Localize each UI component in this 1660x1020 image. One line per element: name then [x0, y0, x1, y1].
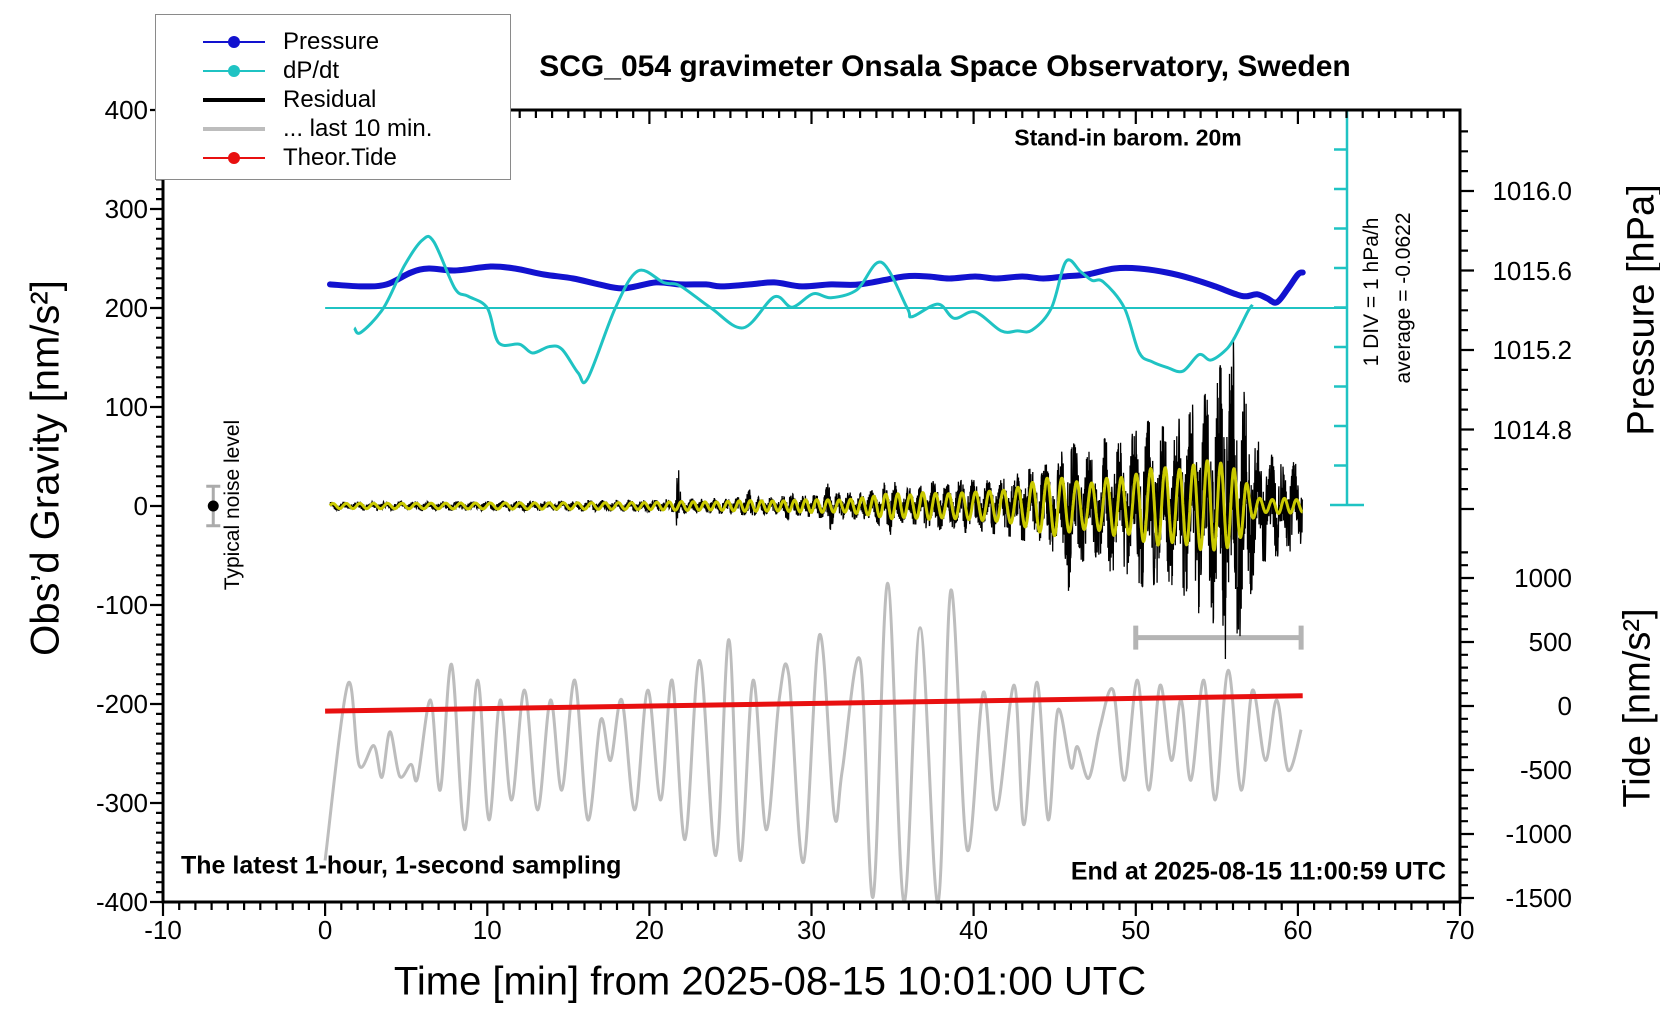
- x-tick-label: 30: [797, 915, 826, 945]
- x-tick-label: 60: [1283, 915, 1313, 945]
- time-axis-title: Time [min] from 2025-08-15 10:01:00 UTC: [393, 959, 1147, 1004]
- gravity-tick-label: 300: [104, 194, 148, 224]
- tide-tick-label: 0: [1557, 691, 1572, 721]
- legend-label: Pressure: [283, 27, 380, 55]
- pressure-tick-label: 1015.6: [1492, 255, 1572, 286]
- legend-sample-line: [203, 85, 265, 114]
- x-tick-label: 20: [634, 915, 664, 945]
- axis-ticks: [150, 108, 1474, 916]
- tide-tick-label: -500: [1519, 755, 1572, 785]
- legend-label: dP/dt: [283, 56, 340, 84]
- x-tick-label: 50: [1121, 915, 1151, 945]
- tide-tick-label: 1000: [1514, 563, 1572, 593]
- legend-label: ... last 10 min.: [283, 114, 433, 142]
- dpdt-scalebar: [1330, 110, 1364, 507]
- noise-level-dot: [207, 500, 219, 512]
- chart-title: SCG_054 gravimeter Onsala Space Observat…: [539, 50, 1351, 83]
- residual-lowpass-curve: [328, 459, 1304, 552]
- typical-noise-level-label: Typical noise level: [221, 419, 244, 591]
- sampling-note: The latest 1-hour, 1-second sampling: [181, 851, 622, 880]
- curves-layer: [323, 234, 1347, 904]
- dpdt-curve: [353, 234, 1254, 385]
- pressure-curve: [327, 263, 1306, 306]
- legend-marker-dot: [228, 64, 240, 77]
- gravity-tick-label: -200: [95, 689, 148, 719]
- x-tick-label: 40: [959, 915, 989, 945]
- div-scale-note: 1 DIV = 1 hPa/h: [1360, 217, 1383, 367]
- gravity-tick-label: -400: [95, 887, 148, 917]
- tide-tick-label: 500: [1528, 627, 1572, 657]
- standin-barometer-note: Stand-in barom. 20m: [1014, 124, 1242, 151]
- gravity-tick-label: -300: [95, 788, 148, 818]
- pressure-axis-title: Pressure [hPa]: [1620, 184, 1660, 436]
- legend-sample-line: [203, 27, 265, 56]
- legend-item-residual: Residual: [156, 85, 510, 114]
- legend-sample-line: [203, 56, 265, 85]
- average-dpdt-note: average = -0.0622: [1392, 212, 1415, 384]
- legend-marker-dot: [228, 35, 240, 48]
- last10min-curve: [323, 581, 1303, 904]
- last10min-bracket: [1133, 625, 1304, 650]
- legend-item-dp-dt: dP/dt: [156, 56, 510, 85]
- legend-box: Pressure dP/dt Residual... last 10 min. The…: [155, 14, 511, 180]
- legend-label: Theor.Tide: [283, 143, 397, 171]
- legend-marker-dot: [228, 151, 240, 164]
- tide-tick-label: -1500: [1505, 883, 1573, 913]
- legend-label: Residual: [283, 85, 377, 113]
- gravity-tick-label: 400: [104, 95, 148, 125]
- tide-axis-title: Tide [nm/s²]: [1616, 608, 1659, 808]
- legend-item-pressure: Pressure: [156, 27, 510, 56]
- x-tick-label: -10: [144, 915, 182, 945]
- pressure-tick-label: 1014.8: [1492, 414, 1572, 445]
- legend-sample-line: [203, 143, 265, 172]
- x-tick-label: 70: [1445, 915, 1475, 945]
- gravity-tick-label: 0: [133, 491, 148, 521]
- gravity-tick-label: 100: [104, 392, 148, 422]
- legend-item-theor-tide: Theor.Tide: [156, 143, 510, 172]
- tide-tick-label: -1000: [1505, 819, 1573, 849]
- end-time-note: End at 2025-08-15 11:00:59 UTC: [1070, 857, 1446, 886]
- gravity-tick-label: 200: [104, 293, 148, 323]
- x-tick-label: 10: [472, 915, 502, 945]
- pressure-tick-label: 1015.2: [1492, 335, 1572, 365]
- theor-tide-curve: [325, 693, 1303, 714]
- legend-sample-line: [203, 114, 265, 143]
- gravity-tick-label: -100: [95, 590, 148, 620]
- x-tick-label: 0: [317, 915, 333, 945]
- pressure-tick-label: 1016.0: [1492, 176, 1572, 206]
- legend-item-last-10-min: ... last 10 min.: [156, 114, 510, 143]
